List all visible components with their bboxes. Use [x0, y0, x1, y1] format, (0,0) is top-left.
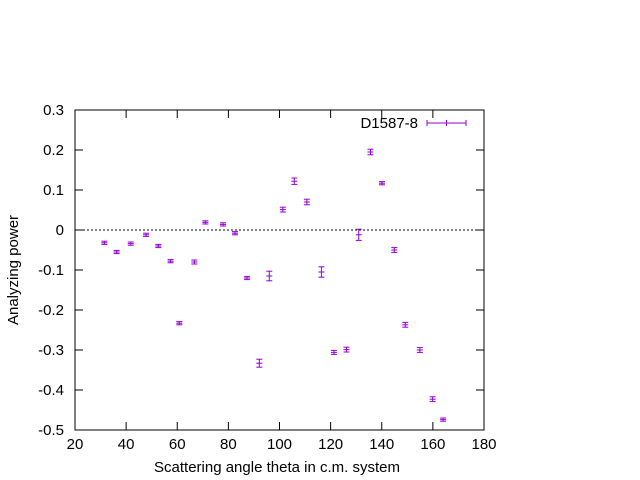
y-axis-label: Analyzing power — [5, 215, 22, 325]
x-tick-label: 60 — [169, 436, 186, 453]
y-tick-label: -0.5 — [38, 422, 64, 439]
x-tick-label: 140 — [369, 436, 394, 453]
data-point — [343, 346, 350, 353]
x-tick-label: 120 — [318, 436, 343, 453]
y-tick-label: -0.4 — [38, 382, 64, 399]
legend: D1587-8 — [360, 115, 467, 132]
data-point — [291, 177, 298, 185]
x-axis-label: Scattering angle theta in c.m. system — [154, 459, 400, 476]
data-point — [379, 181, 386, 186]
data-point — [191, 259, 198, 265]
data-point — [127, 241, 134, 246]
data-point — [303, 198, 310, 206]
y-tick-label: 0.3 — [43, 102, 64, 119]
x-tick-label: 160 — [420, 436, 445, 453]
data-point — [355, 228, 362, 241]
data-point — [176, 321, 183, 326]
data-point — [232, 231, 239, 236]
data-point — [429, 396, 436, 403]
data-point — [367, 148, 374, 156]
data-point — [402, 321, 409, 328]
data-point — [440, 417, 447, 422]
data-point — [391, 247, 398, 253]
y-tick-label: 0 — [56, 222, 64, 239]
y-tick-label: 0.2 — [43, 142, 64, 159]
data-point — [143, 232, 150, 237]
x-tick-label: 180 — [471, 436, 496, 453]
legend-label-series-1: D1587-8 — [360, 115, 418, 132]
data-point — [101, 240, 108, 245]
plot-frame — [74, 109, 485, 431]
y-tick-label: -0.1 — [38, 262, 64, 279]
x-tick-label: 20 — [67, 436, 84, 453]
data-point — [318, 266, 325, 278]
y-tick-label: -0.3 — [38, 342, 64, 359]
legend-marker-series-1 — [426, 120, 467, 126]
data-point — [155, 243, 162, 249]
data-point — [244, 275, 251, 281]
x-tick-label: 40 — [118, 436, 135, 453]
x-axis-ticks: 20 40 60 80 100 120 140 160 180 — [67, 110, 497, 453]
y-tick-label: -0.2 — [38, 302, 64, 319]
data-point — [416, 347, 423, 353]
y-tick-label: 0.1 — [43, 182, 64, 199]
data-point — [202, 220, 209, 225]
y-axis-ticks: 0.3 0.2 0.1 0 -0.1 -0.2 -0.3 -0.4 -0.5 — [38, 102, 484, 439]
data-point — [220, 222, 227, 227]
data-point — [256, 358, 263, 368]
data-point — [113, 249, 120, 255]
data-point — [279, 206, 286, 213]
data-points — [101, 148, 447, 422]
data-point — [266, 270, 273, 282]
x-tick-label: 100 — [267, 436, 292, 453]
x-tick-label: 80 — [220, 436, 237, 453]
data-point — [330, 349, 337, 355]
plot-border — [74, 109, 485, 431]
data-point — [167, 259, 174, 264]
